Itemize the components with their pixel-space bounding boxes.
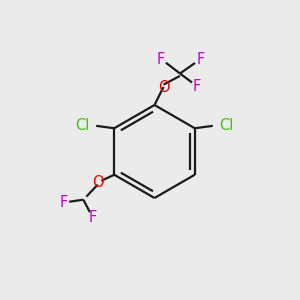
Text: Cl: Cl <box>75 118 90 133</box>
Text: F: F <box>156 52 165 67</box>
Text: F: F <box>192 79 201 94</box>
Text: Cl: Cl <box>219 118 234 133</box>
Text: F: F <box>196 52 205 68</box>
Text: F: F <box>88 209 97 224</box>
Text: O: O <box>92 175 103 190</box>
Text: O: O <box>158 80 169 94</box>
Text: F: F <box>60 195 68 210</box>
